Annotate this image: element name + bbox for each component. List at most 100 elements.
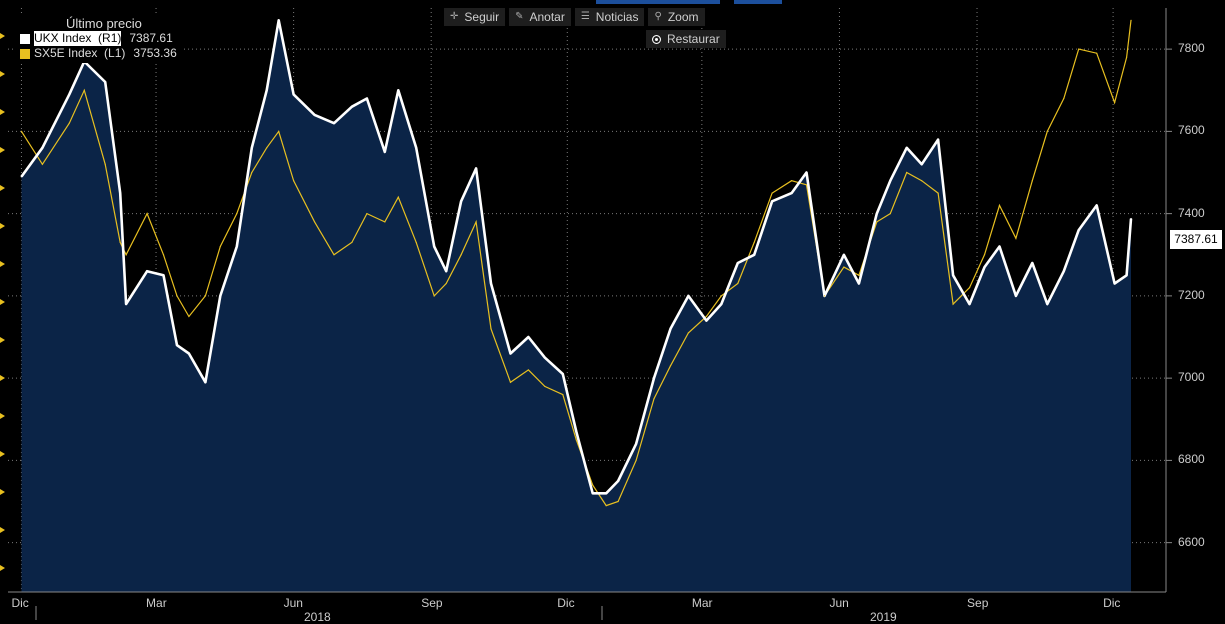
sx5e-data-point <box>605 505 607 507</box>
y-tick-label: 7600 <box>1178 123 1205 138</box>
news-button[interactable]: ☰ Noticias <box>574 8 645 26</box>
sx5e-data-point <box>1113 101 1116 104</box>
sx5e-data-point <box>1130 19 1132 21</box>
sx5e-data-point <box>445 282 447 285</box>
ukx-data-point <box>605 492 607 495</box>
sx5e-data-point <box>937 192 939 194</box>
legend-item-ukx[interactable]: UKX Index (R1) 7387.61 <box>20 31 177 46</box>
ukx-data-point <box>333 122 335 124</box>
sx5e-data-point <box>1125 56 1128 58</box>
sx5e-data-point <box>1063 97 1065 100</box>
sx5e-data-point <box>251 171 253 174</box>
sx5e-data-point <box>384 221 386 223</box>
ukx-data-point <box>905 147 908 149</box>
year-label: 2018 <box>304 610 331 624</box>
ukx-swatch <box>20 33 30 44</box>
x-axis-ticks <box>35 606 603 620</box>
radio-icon <box>652 34 661 44</box>
ukx-data-point <box>475 167 477 170</box>
ukx-data-point <box>653 377 655 379</box>
sx5e-data-point <box>415 241 417 244</box>
sx5e-data-point <box>460 254 462 256</box>
legend-item-sx5e[interactable]: SX5E Index (L1) 3753.36 <box>20 46 177 61</box>
ukx-data-point <box>104 81 107 83</box>
sx5e-data-point <box>968 287 971 289</box>
follow-button[interactable]: ✛ Seguir <box>444 8 506 26</box>
ukx-data-point <box>277 19 280 22</box>
magnifier-icon: ⚲ <box>654 11 662 22</box>
y-tick-label: 7200 <box>1178 287 1205 302</box>
ukx-data-point <box>1062 270 1065 273</box>
pencil-icon: ✎ <box>515 11 524 22</box>
ukx-data-point <box>204 381 207 384</box>
follow-label: Seguir <box>464 10 500 24</box>
legend: Último precio UKX Index (R1) 7387.61 SX5… <box>16 16 181 63</box>
sx5e-data-point <box>83 89 85 91</box>
x-tick-label: Jun <box>283 596 303 610</box>
sx5e-data-point <box>397 196 399 198</box>
sx5e-data-point <box>687 332 690 334</box>
sx5e-data-point <box>921 180 923 182</box>
x-tick-label: Sep <box>967 596 989 610</box>
left-axis-tick <box>0 71 5 77</box>
legend-sx5e-value: 3753.36 <box>133 46 177 60</box>
sx5e-data-point <box>333 254 335 256</box>
sx5e-data-point <box>219 245 221 248</box>
left-axis-tick <box>0 109 5 115</box>
ukx-data-point <box>876 212 878 215</box>
x-tick-label: Dic <box>557 596 575 610</box>
ukx-data-point <box>1077 229 1080 231</box>
sx5e-data-point <box>876 221 878 223</box>
tab-indicator-1[interactable] <box>596 0 720 4</box>
sx5e-data-point <box>575 439 577 441</box>
ukx-data-point <box>753 253 756 256</box>
ukx-data-point <box>998 245 1001 248</box>
sx5e-data-point <box>162 254 165 256</box>
left-axis-tick <box>0 261 5 267</box>
y-tick-label: 7800 <box>1178 41 1205 56</box>
sx5e-data-point <box>805 184 808 186</box>
left-axis-tick <box>0 299 5 305</box>
news-icon: ☰ <box>580 11 590 22</box>
left-axis-tick <box>0 33 5 39</box>
sx5e-data-point <box>771 192 773 194</box>
left-axis-tick <box>0 375 5 381</box>
ukx-data-point <box>591 492 594 495</box>
tab-indicator-2[interactable] <box>734 0 782 4</box>
chart-marks <box>20 19 1132 507</box>
ukx-data-point <box>617 480 619 482</box>
ukx-data-point <box>125 303 127 305</box>
sx5e-data-point <box>68 122 70 124</box>
crosshair-icon: ✛ <box>450 11 459 22</box>
sx5e-data-point <box>617 500 619 503</box>
sx5e-data-point <box>790 180 793 182</box>
sx5e-data-point <box>176 295 178 297</box>
ukx-data-point <box>669 327 672 330</box>
x-tick-label: Jun <box>829 596 849 610</box>
ukx-data-point <box>843 253 845 256</box>
sx5e-data-point <box>753 241 755 244</box>
ukx-data-point <box>952 274 954 277</box>
sx5e-data-point <box>475 221 477 223</box>
sx5e-data-point <box>562 393 564 396</box>
ukx-data-point <box>176 344 178 347</box>
ukx-data-point <box>20 175 23 178</box>
sx5e-data-point <box>592 484 594 486</box>
ukx-data-point <box>920 163 923 166</box>
annotate-button[interactable]: ✎ Anotar <box>509 8 571 26</box>
x-tick-label: Sep <box>421 596 443 610</box>
ukx-area-fill <box>21 20 1131 593</box>
chart-toolbar: ✛ Seguir ✎ Anotar ☰ Noticias ⚲ Zoom <box>444 8 705 26</box>
sx5e-data-point <box>669 365 672 367</box>
ukx-data-point <box>736 262 739 264</box>
zoom-button[interactable]: ⚲ Zoom <box>648 8 705 26</box>
restore-button[interactable]: Restaurar <box>646 30 726 48</box>
sx5e-data-point <box>293 180 295 182</box>
ukx-data-point <box>351 105 353 108</box>
sx5e-data-point <box>823 295 826 297</box>
sx5e-data-point <box>983 254 986 256</box>
annotate-label: Anotar <box>529 10 565 24</box>
sx5e-data-point <box>188 315 190 318</box>
ukx-series-line <box>20 19 1133 495</box>
sx5e-data-point <box>1031 180 1033 182</box>
